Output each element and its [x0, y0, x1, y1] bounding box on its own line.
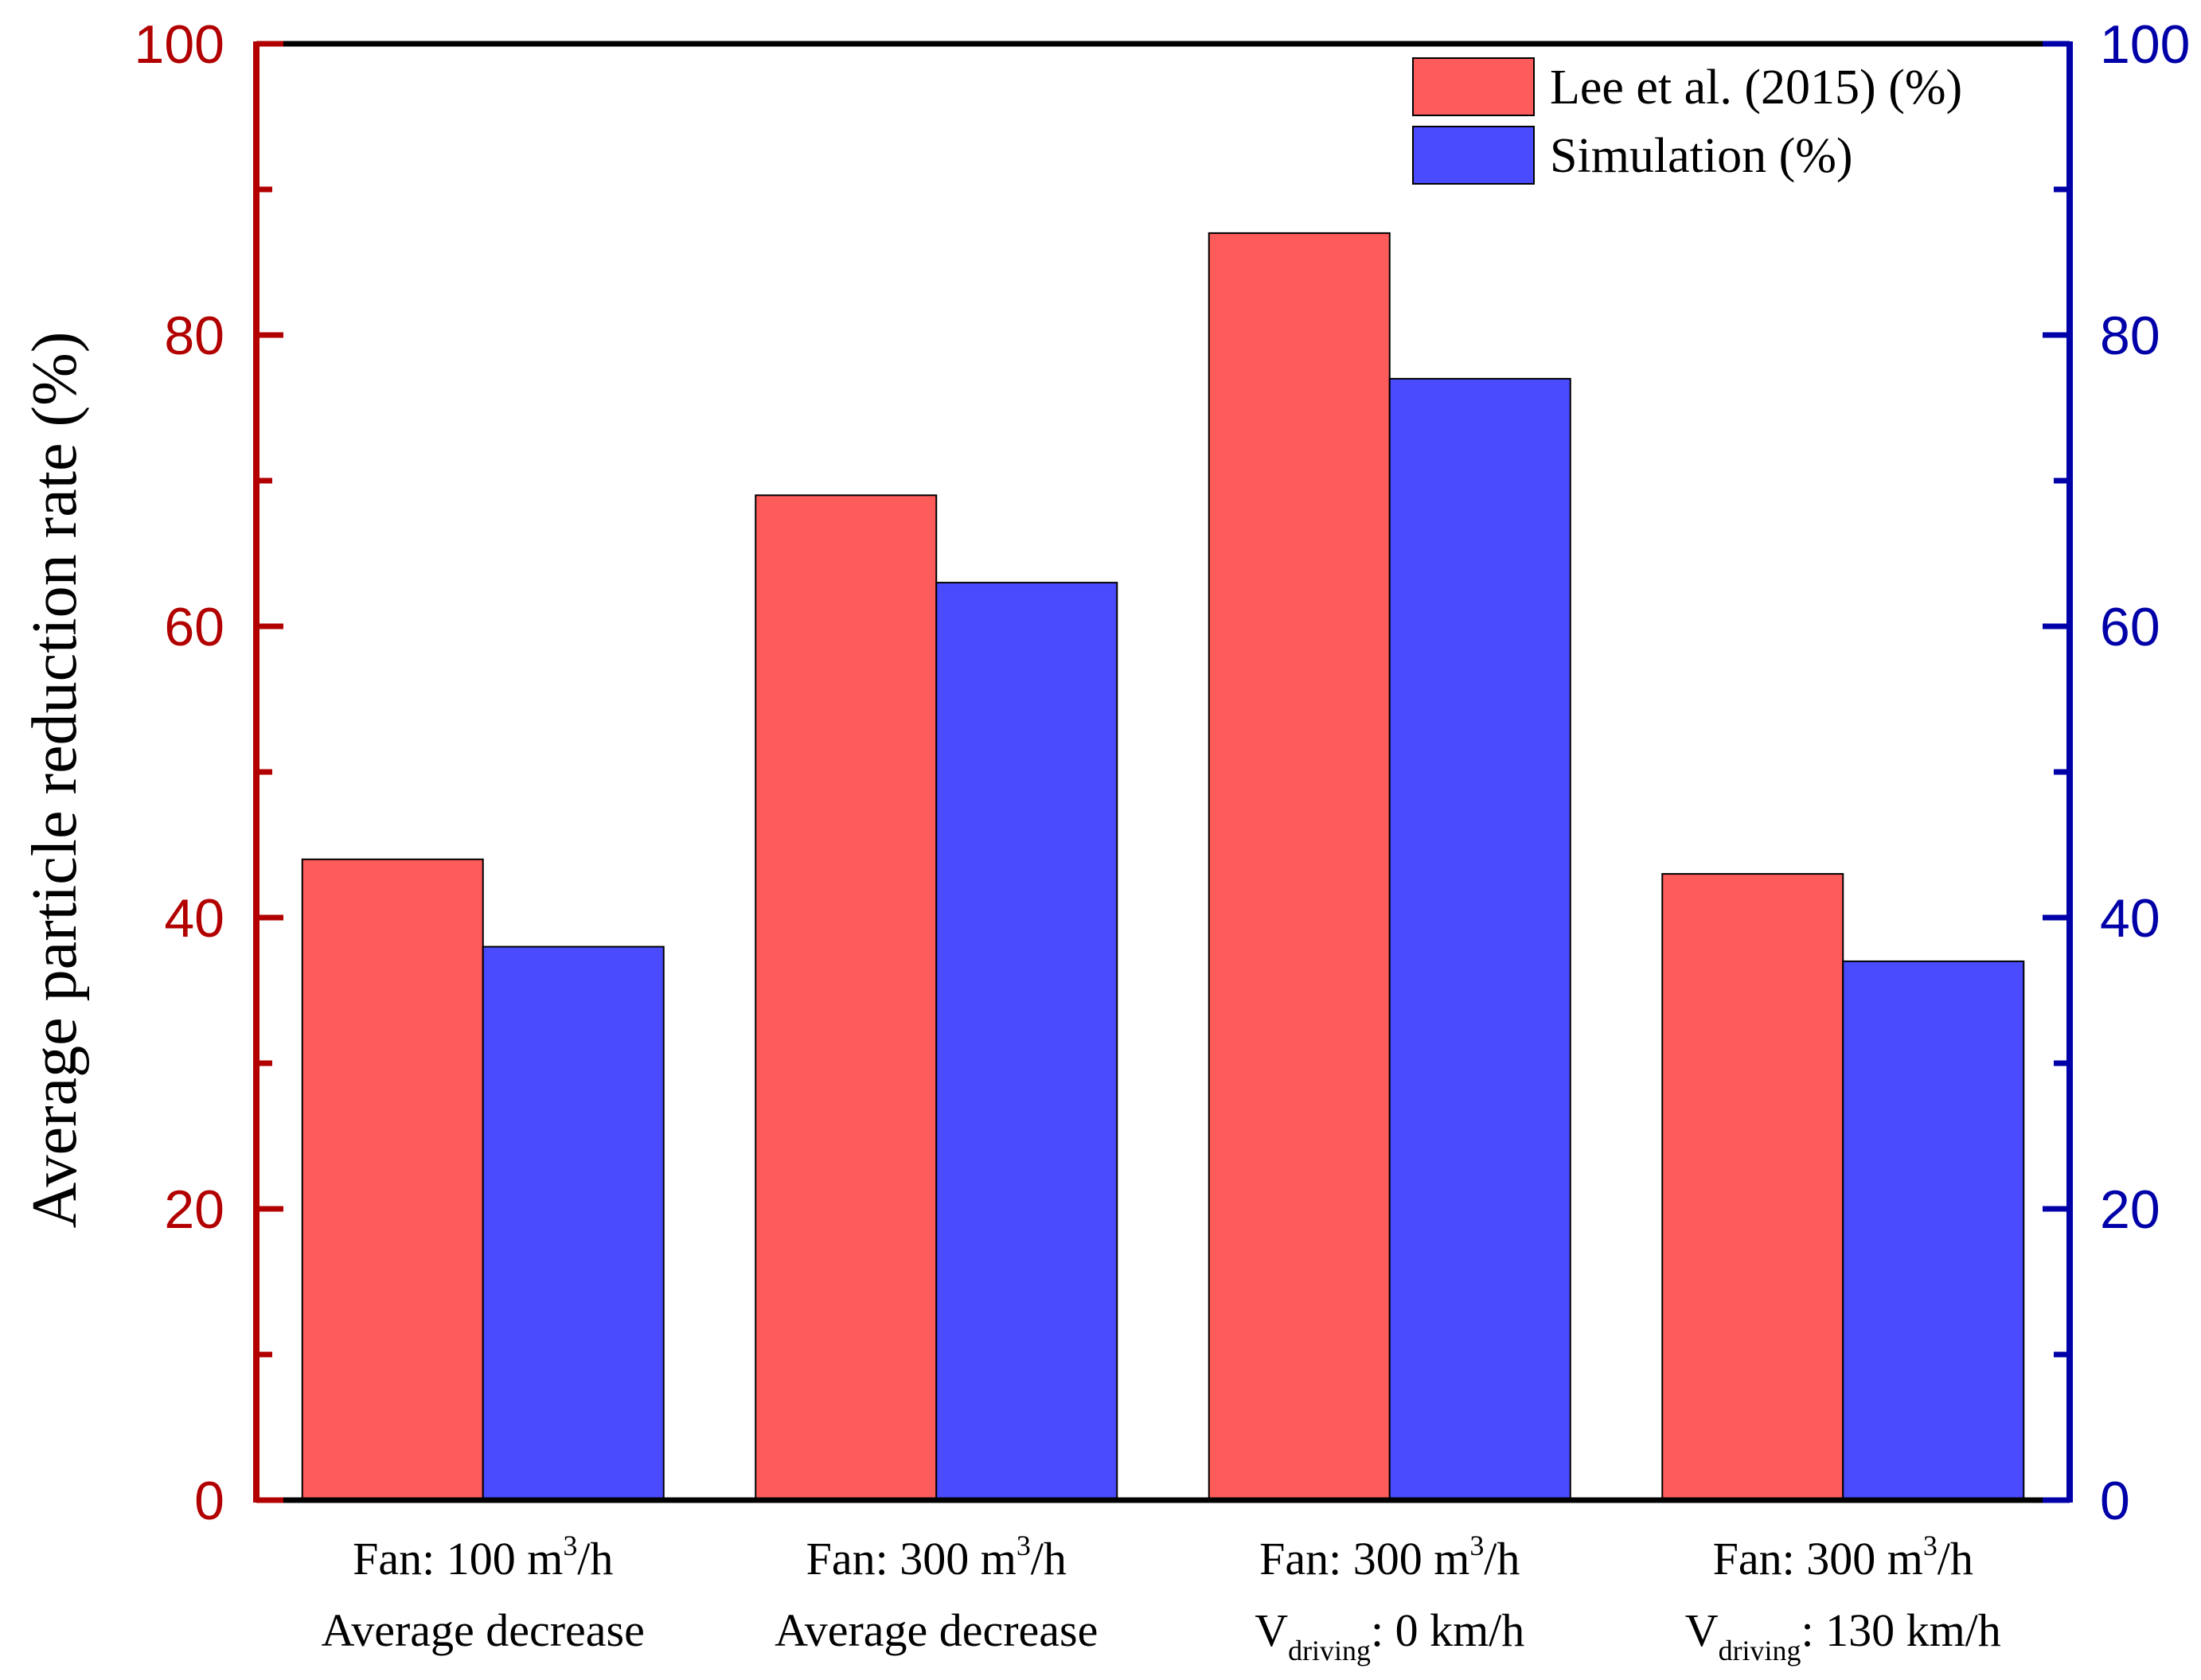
left-tick-label: 20: [164, 1179, 224, 1240]
legend-swatch-lee: [1412, 57, 1535, 116]
bar-lee-4: [1661, 873, 1844, 1501]
legend-swatch-simulation: [1412, 126, 1535, 185]
left-tick-label: 80: [164, 306, 224, 366]
bar-simulation-4: [1842, 960, 2025, 1501]
left-tick-label: 60: [164, 597, 224, 657]
bar-simulation-1: [482, 945, 665, 1501]
right-tick-label: 40: [2100, 888, 2160, 949]
y-axis-title: Average particle reduction rate (%): [20, 332, 90, 1229]
x-tick-label-line2: Vdriving: 0 km/h: [1255, 1604, 1524, 1666]
left-tick-label: 40: [164, 888, 224, 949]
x-tick-label-line1: Fan: 100 m3/h: [353, 1530, 613, 1585]
x-tick-label-line2: Vdriving: 130 km/h: [1685, 1604, 2001, 1666]
bars: [301, 232, 2025, 1502]
right-tick-label: 80: [2100, 306, 2160, 366]
labels: 0 20 40 60 80 100 0 20 40 60 80 100 Average particle…: [20, 14, 2190, 1666]
x-tick-label-line1: Fan: 300 m3/h: [1259, 1530, 1520, 1585]
x-tick-label-line2: Average decrease: [322, 1604, 645, 1656]
right-tick-label: 0: [2100, 1471, 2130, 1531]
legend: Lee et al. (2015) (%) Simulation (%): [1412, 57, 1962, 185]
right-tick-label: 60: [2100, 597, 2160, 657]
legend-label-lee: Lee et al. (2015) (%): [1550, 60, 1962, 115]
x-tick-label-line2: Average decrease: [775, 1604, 1098, 1656]
right-tick-label: 20: [2100, 1179, 2160, 1240]
bar-simulation-3: [1388, 377, 1571, 1501]
bar-simulation-2: [935, 582, 1118, 1501]
legend-label-simulation: Simulation (%): [1550, 129, 1853, 183]
left-tick-label: 100: [135, 14, 224, 75]
x-tick-label-line1: Fan: 300 m3/h: [806, 1530, 1067, 1585]
bar-lee-2: [755, 494, 938, 1501]
axes: [253, 41, 2073, 1503]
bar-lee-1: [301, 858, 484, 1502]
right-tick-label: 100: [2100, 14, 2190, 75]
left-tick-label: 0: [194, 1471, 224, 1531]
bar-lee-3: [1208, 232, 1391, 1501]
x-tick-label-line1: Fan: 300 m3/h: [1713, 1530, 1973, 1585]
